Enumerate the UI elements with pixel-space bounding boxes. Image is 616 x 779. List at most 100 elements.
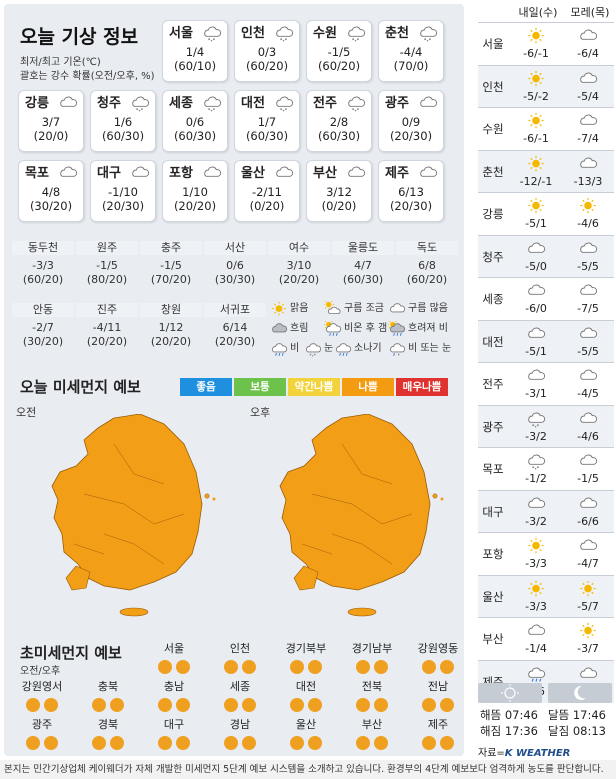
city-name: 울산 xyxy=(241,166,265,181)
forecast-row: 강릉 -5/1 -4/6 xyxy=(478,192,614,235)
sleet-icon xyxy=(390,343,406,356)
am-dust-dot xyxy=(356,736,370,750)
forecast-tomorrow-temp: -1/2 xyxy=(525,472,547,485)
fine-dust-region: 서울 xyxy=(148,640,200,676)
city-card: 춘천 -4/4 (70/0) xyxy=(378,20,444,82)
forecast-dayafter-temp: -4/6 xyxy=(577,429,599,443)
city-temp: 1/7 xyxy=(257,115,277,129)
fine-dust-region: 경북 xyxy=(82,716,134,752)
small-city-temp: 4/7 xyxy=(354,259,372,272)
city-precip: (0/20) xyxy=(321,199,357,213)
weather-icon xyxy=(418,24,438,42)
small-city: 서산 0/6 (30/30) xyxy=(204,241,266,287)
moon-icon xyxy=(574,685,586,700)
weather-icon xyxy=(274,164,294,182)
snow-cloud-icon xyxy=(276,26,294,42)
forecast-panel: 내일(수) 모레(목) 서울 -6/-1 -6/4 인천 -5/-2 -5/4 수원 -6/-… xyxy=(478,4,614,756)
am-label: 오전 xyxy=(16,406,37,419)
fine-dust-region: 대전 xyxy=(280,678,332,714)
am-dust-dot xyxy=(158,736,172,750)
moonrise: 달뜸 17:46 xyxy=(548,708,606,722)
city-card: 목포 4/8 (30/20) xyxy=(18,160,84,222)
weather-icon xyxy=(58,94,78,112)
pm-dust-dot xyxy=(374,736,388,750)
small-city-temp: 6/8 xyxy=(418,259,436,272)
forecast-col-tomorrow: 내일(수) xyxy=(518,6,558,19)
city-temp: 0/9 xyxy=(401,115,421,129)
am-dust-dot xyxy=(290,698,304,712)
temp-unit-note: 최저/최고 기온(℃) xyxy=(20,57,101,68)
forecast-dayafter-temp: -7/4 xyxy=(577,132,599,145)
sun-cloud-icon xyxy=(324,301,341,315)
small-city-precip: (20/30) xyxy=(214,335,256,348)
am-dust-dot xyxy=(92,698,106,712)
small-city-name: 충주 xyxy=(140,241,202,255)
data-source: 자료=K WEATHER xyxy=(478,744,570,759)
small-city: 안동 -2/7 (30/20) xyxy=(12,303,74,349)
region-name: 전북 xyxy=(361,680,383,693)
forecast-city: 전주 xyxy=(482,377,504,391)
forecast-dayafter-temp: -5/5 xyxy=(577,344,599,358)
pm-dust-dot xyxy=(242,660,256,674)
weather-icon xyxy=(130,164,150,182)
forecast-tomorrow-temp: -12/-1 xyxy=(519,174,553,188)
snow-cloud-icon xyxy=(348,96,366,112)
weather-icon xyxy=(346,164,366,182)
dust-map-am xyxy=(51,414,216,617)
city-name: 대전 xyxy=(241,96,265,111)
dust-level: 좋음 xyxy=(180,378,232,396)
cloud-icon xyxy=(60,166,78,177)
forecast-dayafter-temp: -13/3 xyxy=(573,174,603,188)
small-city-name: 진주 xyxy=(76,303,138,317)
city-temp: 2/8 xyxy=(329,115,349,129)
pm-dust-dot xyxy=(176,698,190,712)
sun-icon xyxy=(272,301,286,316)
forecast-tomorrow-temp: -6/-1 xyxy=(523,47,549,60)
city-precip: (60/20) xyxy=(245,59,289,73)
city-temp: 4/8 xyxy=(41,185,61,199)
city-name: 수원 xyxy=(313,26,337,41)
forecast-city: 수원 xyxy=(482,122,504,136)
sun-icon xyxy=(580,580,596,596)
pm-label: 오후 xyxy=(250,406,271,419)
small-city-precip: (80/20) xyxy=(86,273,128,286)
pm-dust-dot xyxy=(44,698,58,712)
region-name: 인천 xyxy=(229,642,251,655)
small-city: 동두천 -3/3 (60/20) xyxy=(12,241,74,287)
sunset: 해짐 17:36 xyxy=(480,724,538,738)
pm-dust-dot xyxy=(242,698,256,712)
page-title: 오늘 기상 정보 xyxy=(20,26,139,48)
dust-level: 나쁨 xyxy=(342,378,394,396)
forecast-dayafter-temp: -7/5 xyxy=(577,302,599,315)
forecast-col-day-after: 모레(목) xyxy=(570,6,610,19)
cloud-icon xyxy=(420,166,438,177)
cloud-icon xyxy=(580,72,598,83)
am-dust-dot xyxy=(26,698,40,712)
cloud-icon xyxy=(580,454,598,465)
legend-label: 비온 후 갬 xyxy=(344,323,388,334)
region-name: 광주 xyxy=(31,718,53,731)
weather-icon xyxy=(346,94,366,112)
forecast-tomorrow-temp: -3/3 xyxy=(525,599,547,613)
forecast-city: 광주 xyxy=(482,419,504,434)
forecast-dayafter-temp: -4/6 xyxy=(577,217,599,230)
korea-map-shape xyxy=(51,414,203,591)
sun-icon xyxy=(528,580,544,596)
forecast-tomorrow-temp: -3/2 xyxy=(525,514,547,528)
precip-note: 괄호는 강수 확률(오전/오후, %) xyxy=(20,71,155,82)
city-precip: (60/30) xyxy=(101,129,145,143)
small-city-precip: (20/20) xyxy=(86,335,128,348)
region-name: 제주 xyxy=(427,718,449,731)
legend-label: 눈 xyxy=(324,343,334,354)
small-city-temp: 0/6 xyxy=(226,259,244,272)
region-name: 경남 xyxy=(229,718,251,731)
city-name: 서울 xyxy=(169,26,193,41)
small-city: 원주 -1/5 (80/20) xyxy=(76,241,138,287)
city-precip: (60/30) xyxy=(317,129,361,143)
fine-dust-region: 인천 xyxy=(214,640,266,676)
city-card: 광주 0/9 (20/30) xyxy=(378,90,444,152)
forecast-city: 포항 xyxy=(482,547,504,561)
city-temp: 3/7 xyxy=(41,115,61,129)
sun-icon xyxy=(528,70,544,86)
region-name: 경기남부 xyxy=(351,642,393,655)
